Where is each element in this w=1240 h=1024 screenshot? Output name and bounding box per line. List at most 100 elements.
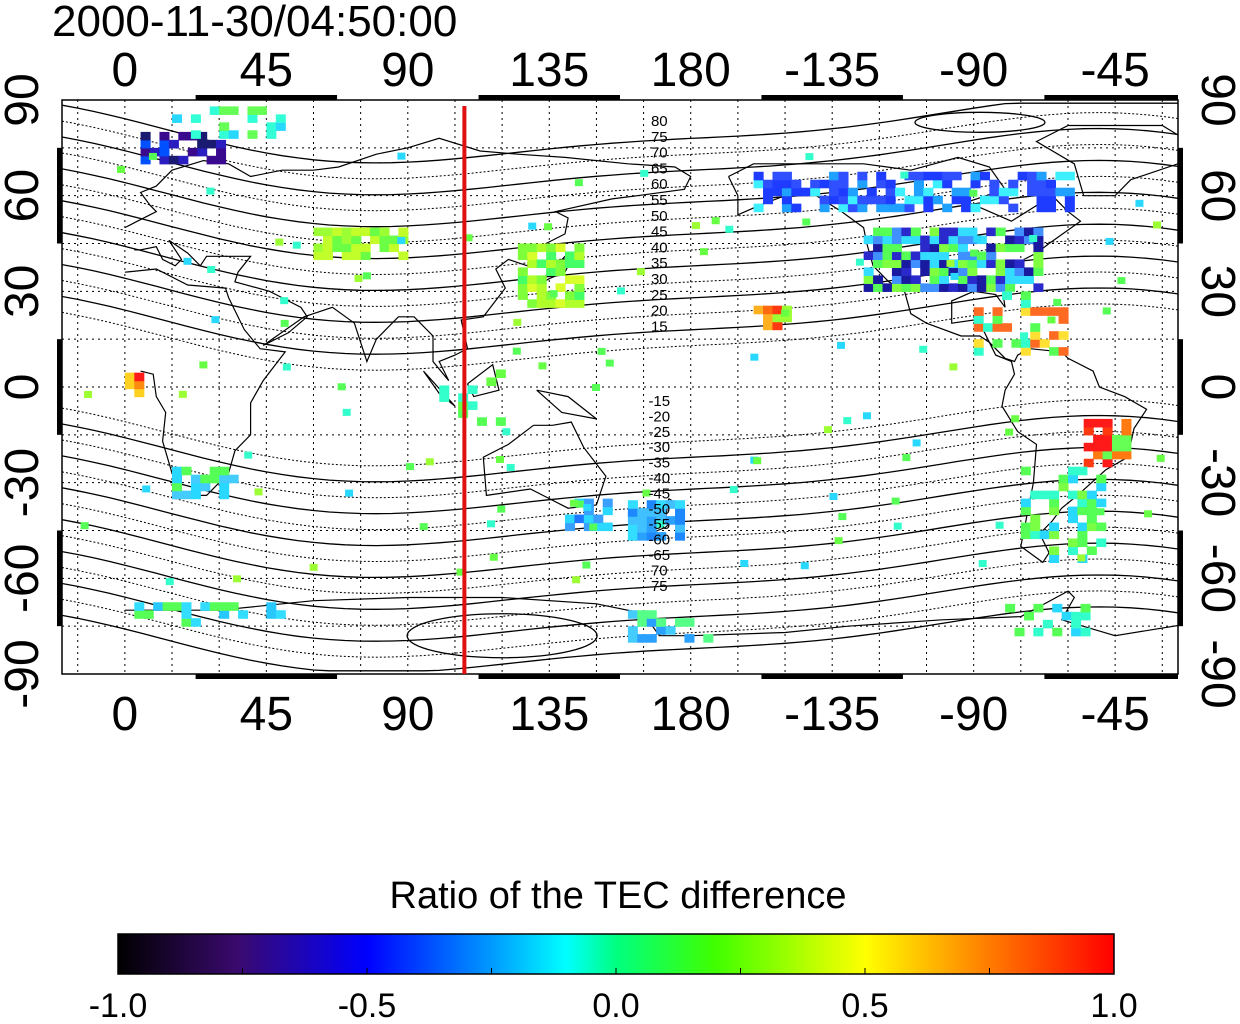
tec-pixel bbox=[1064, 203, 1075, 213]
tec-pixel bbox=[1077, 530, 1088, 540]
contour-label-south: -45 bbox=[648, 485, 670, 502]
contour-label-south: -55 bbox=[648, 516, 670, 533]
tec-pixel bbox=[502, 428, 511, 436]
tec-pixel bbox=[342, 408, 351, 416]
tec-pixel bbox=[729, 486, 738, 494]
tec-pixel bbox=[397, 237, 406, 245]
contour-line bbox=[62, 510, 1178, 579]
tec-pixel bbox=[1014, 627, 1025, 637]
tec-pixel bbox=[162, 602, 173, 611]
tec-pixel bbox=[829, 195, 840, 205]
tec-pixel bbox=[1014, 243, 1025, 253]
right-lat-tick-label: 90 bbox=[1191, 73, 1240, 126]
tec-pixel bbox=[206, 139, 217, 149]
tec-pixel bbox=[1005, 603, 1016, 613]
tec-pixel bbox=[495, 417, 506, 426]
tec-pixel bbox=[219, 106, 230, 115]
tec-pixel bbox=[800, 562, 809, 570]
tec-pixel bbox=[791, 187, 802, 197]
tec-pixel bbox=[190, 130, 201, 139]
tec-pixel bbox=[1023, 275, 1034, 284]
contour-line bbox=[62, 558, 1178, 626]
tec-pixel bbox=[1033, 259, 1044, 269]
tec-pixel bbox=[976, 275, 987, 284]
tec-pixel bbox=[967, 259, 978, 269]
tec-pixel bbox=[989, 195, 1000, 205]
tec-pixel bbox=[148, 152, 157, 160]
tec-pixel bbox=[536, 243, 547, 253]
tec-pixel bbox=[1058, 307, 1069, 316]
tec-pixel bbox=[351, 251, 362, 261]
contour-line bbox=[62, 303, 1178, 371]
contour-label-north: 30 bbox=[651, 271, 668, 288]
tec-pixel bbox=[932, 195, 943, 205]
tec-pixel bbox=[847, 203, 858, 213]
top-border-bar bbox=[195, 95, 338, 100]
tec-pixel bbox=[829, 171, 840, 181]
bottom-lon-tick-label: -45 bbox=[1080, 688, 1149, 741]
tec-pixel bbox=[1039, 339, 1050, 348]
tec-pixel bbox=[337, 383, 346, 391]
tec-pixel bbox=[951, 187, 962, 197]
tec-pixel bbox=[1049, 530, 1060, 540]
tec-pixel bbox=[802, 218, 811, 226]
colorbar-tick-label: 1.0 bbox=[1090, 987, 1137, 1024]
tec-pixel bbox=[168, 139, 179, 149]
tec-pixel bbox=[332, 227, 343, 237]
tec-pixel bbox=[1030, 307, 1041, 316]
tec-pixel bbox=[939, 243, 950, 253]
tec-pixel bbox=[1156, 454, 1165, 462]
tec-pixel bbox=[266, 610, 277, 619]
tec-pixel bbox=[1005, 259, 1016, 269]
tec-pixel bbox=[247, 130, 258, 139]
colorbar-ticks: -1.0 -0.5 0.0 0.5 1.0 bbox=[89, 968, 1138, 1024]
tec-pixel bbox=[929, 283, 940, 292]
tec-pixel bbox=[1008, 203, 1019, 213]
top-lon-tick-label: 180 bbox=[651, 44, 731, 97]
tec-pixel bbox=[597, 347, 606, 355]
tec-pixel bbox=[228, 130, 239, 139]
tec-pixel bbox=[637, 524, 648, 533]
tec-pixel bbox=[904, 195, 915, 205]
tec-pixel bbox=[772, 179, 783, 189]
tec-pixel bbox=[961, 203, 972, 213]
tec-pixel bbox=[1033, 283, 1044, 292]
contour-line bbox=[62, 478, 1178, 547]
tec-pixel bbox=[574, 275, 585, 284]
tec-pixel bbox=[183, 257, 192, 265]
tec-pixel bbox=[464, 234, 473, 242]
colorbar-title: Ratio of the TEC difference bbox=[390, 875, 847, 917]
top-lon-tick-label: 0 bbox=[112, 44, 139, 97]
tec-pixel bbox=[593, 522, 604, 532]
tec-pixel bbox=[219, 474, 230, 484]
tec-pixel bbox=[699, 248, 708, 256]
contour-line bbox=[62, 430, 1178, 499]
tec-pixel bbox=[948, 283, 959, 292]
tec-pixel bbox=[675, 516, 686, 525]
tec-pixel bbox=[838, 203, 849, 213]
tec-pixel bbox=[986, 259, 997, 269]
tec-pixel bbox=[228, 106, 239, 115]
tec-pixel bbox=[275, 122, 286, 131]
tec-pixel bbox=[873, 259, 884, 269]
tec-pixel bbox=[497, 505, 506, 513]
tec-pixel bbox=[948, 267, 959, 276]
tec-pixel bbox=[1105, 237, 1114, 245]
tec-pixel bbox=[1036, 195, 1047, 205]
tec-pixel bbox=[1045, 187, 1056, 197]
tec-pixel bbox=[116, 165, 125, 173]
tec-pixel bbox=[772, 313, 783, 323]
tec-pixel bbox=[512, 347, 521, 355]
tec-pixel bbox=[967, 227, 978, 237]
tec-pixel bbox=[948, 235, 959, 245]
tec-pixel bbox=[995, 521, 1004, 529]
tec-pixel bbox=[219, 610, 230, 619]
tec-pixel bbox=[923, 195, 934, 205]
tec-pixel bbox=[891, 259, 902, 269]
tec-pixel bbox=[882, 227, 893, 237]
tec-pixel bbox=[970, 203, 981, 213]
left-lat-tick-label: -60 bbox=[0, 544, 49, 613]
tec-pixel bbox=[932, 171, 943, 181]
tec-pixel bbox=[574, 243, 585, 253]
tec-pixel bbox=[605, 359, 614, 367]
